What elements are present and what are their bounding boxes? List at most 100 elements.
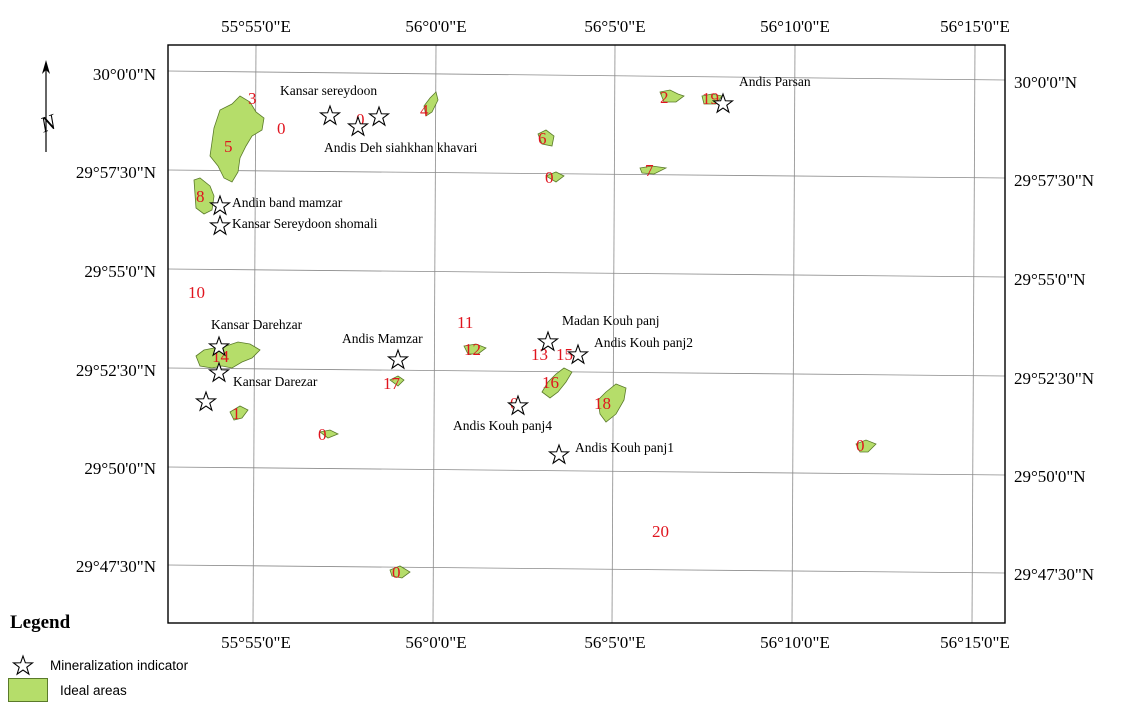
- north-label: N: [36, 108, 61, 137]
- legend-label: Mineralization indicator: [50, 657, 189, 673]
- lon-label: 56°15'0"E: [940, 17, 1010, 36]
- zone-label: 4: [420, 101, 429, 120]
- zone-label: 0: [356, 110, 365, 129]
- legend-label: Ideal areas: [60, 682, 127, 698]
- star-icon: [11, 654, 35, 676]
- ideal-area: [545, 171, 565, 183]
- lon-label: 55°55'0"E: [221, 17, 291, 36]
- star-icon: [566, 343, 590, 365]
- star-icon: [346, 115, 370, 137]
- legend-item-ideal-areas: Ideal areas: [8, 678, 127, 702]
- star-icon: [207, 361, 231, 383]
- legend: Legend Mineralization indicator Ideal ar…: [8, 612, 308, 707]
- star-icon: [506, 394, 530, 416]
- ideal-area: [463, 343, 487, 355]
- star-icon: [318, 104, 342, 126]
- zone-label: 0: [318, 425, 327, 444]
- star-icon: [386, 348, 410, 370]
- lat-label: 29°57'30"N: [76, 163, 156, 182]
- site-label: Andis Kouh panj2: [594, 335, 693, 350]
- star-icon: [547, 443, 571, 465]
- lon-label: 56°5'0"E: [584, 633, 645, 652]
- zone-label: 16: [542, 373, 559, 392]
- site-label: Kansar Darehzar: [211, 317, 303, 332]
- ideal-area: [537, 129, 555, 147]
- star-icon: [208, 214, 232, 236]
- legend-title: Legend: [10, 612, 71, 633]
- lat-label: 29°50'0"N: [1014, 467, 1086, 486]
- lat-label: 29°55'0"N: [1014, 270, 1086, 289]
- site-label: Kansar sereydoon: [280, 83, 377, 98]
- zone-label: 7: [645, 161, 654, 180]
- zone-label: 11: [457, 313, 473, 332]
- zone-label: 5: [224, 137, 233, 156]
- lon-label: 56°15'0"E: [940, 633, 1010, 652]
- lon-label: 56°0'0"E: [405, 633, 466, 652]
- site-label: Madan Kouh panj: [562, 313, 659, 328]
- lon-label: 56°5'0"E: [584, 17, 645, 36]
- ideal-areas: [193, 89, 877, 579]
- lon-label: 56°10'0"E: [760, 633, 830, 652]
- site-label: Andis Mamzar: [342, 331, 423, 346]
- ideal-area: [855, 439, 877, 453]
- ideal-area: [389, 565, 411, 579]
- graticule: [167, 44, 1006, 624]
- zone-label: 2: [660, 88, 669, 107]
- ideal-area: [319, 429, 339, 439]
- ideal-area: [659, 89, 685, 103]
- zone-label: 15: [556, 345, 573, 364]
- zone-label: 3: [248, 89, 257, 108]
- zone-label: 8: [196, 187, 205, 206]
- site-label: Andis Kouh panj4: [453, 418, 552, 433]
- star-icon: [194, 390, 218, 412]
- latitude-labels-right: 30°0'0"N 29°57'30"N 29°55'0"N 29°52'30"N…: [1014, 73, 1094, 584]
- lon-label: 56°0'0"E: [405, 17, 466, 36]
- star-icon: [208, 194, 232, 216]
- ideal-area: [229, 405, 249, 421]
- zone-label: 12: [464, 340, 481, 359]
- zone-label: 17: [383, 374, 401, 393]
- map-frame: [167, 44, 1006, 624]
- north-arrow-icon: N: [36, 60, 61, 152]
- zone-label: 0: [856, 436, 865, 455]
- lat-label: 29°52'30"N: [76, 361, 156, 380]
- mineralization-indicators: [194, 92, 735, 465]
- zone-label: 18: [594, 394, 611, 413]
- site-label: Andis Kouh panj1: [575, 440, 674, 455]
- zone-label: 1: [232, 404, 241, 423]
- site-label: Andin band mamzar: [232, 195, 343, 210]
- site-label: Kansar Sereydoon shomali: [232, 216, 378, 231]
- star-icon: [367, 105, 391, 127]
- zone-label: 0: [277, 119, 286, 138]
- lon-label: 56°10'0"E: [760, 17, 830, 36]
- lat-label: 29°47'30"N: [1014, 565, 1094, 584]
- longitude-labels-top: 55°55'0"E 56°0'0"E 56°5'0"E 56°10'0"E 56…: [221, 17, 1010, 36]
- site-labels: Kansar sereydoon Andis Deh siahkhan khav…: [211, 74, 811, 455]
- lon-label: 55°55'0"E: [221, 633, 291, 652]
- ideal-area: [597, 383, 627, 423]
- zone-label: 10: [188, 283, 205, 302]
- star-icon: [207, 335, 231, 357]
- zone-label: 0: [545, 168, 554, 187]
- lat-label: 29°47'30"N: [76, 557, 156, 576]
- ideal-area: [389, 375, 405, 387]
- zone-label: 0: [392, 563, 401, 582]
- star-icon: [711, 92, 735, 114]
- lat-label: 30°0'0"N: [1014, 73, 1077, 92]
- star-icon: [536, 330, 560, 352]
- zone-label: 20: [652, 522, 669, 541]
- zone-label: 19: [702, 89, 719, 108]
- zone-labels: 3 0 4 5 6 2 19 0 7 8 10 11 12 13 15 16 1…: [188, 88, 865, 582]
- ideal-area: [209, 95, 265, 183]
- ideal-area: [639, 165, 668, 175]
- ideal-area: [541, 367, 573, 399]
- lat-label: 29°52'30"N: [1014, 369, 1094, 388]
- lat-label: 29°55'0"N: [84, 262, 156, 281]
- legend-item-mineralization: Mineralization indicator: [10, 654, 188, 676]
- longitude-labels-bottom: 55°55'0"E 56°0'0"E 56°5'0"E 56°10'0"E 56…: [221, 633, 1010, 652]
- site-label: Kansar Darezar: [233, 374, 318, 389]
- ideal-area-swatch: [8, 678, 48, 702]
- lat-label: 29°57'30"N: [1014, 171, 1094, 190]
- latitude-labels-left: 30°0'0"N 29°57'30"N 29°55'0"N 29°52'30"N…: [76, 65, 156, 576]
